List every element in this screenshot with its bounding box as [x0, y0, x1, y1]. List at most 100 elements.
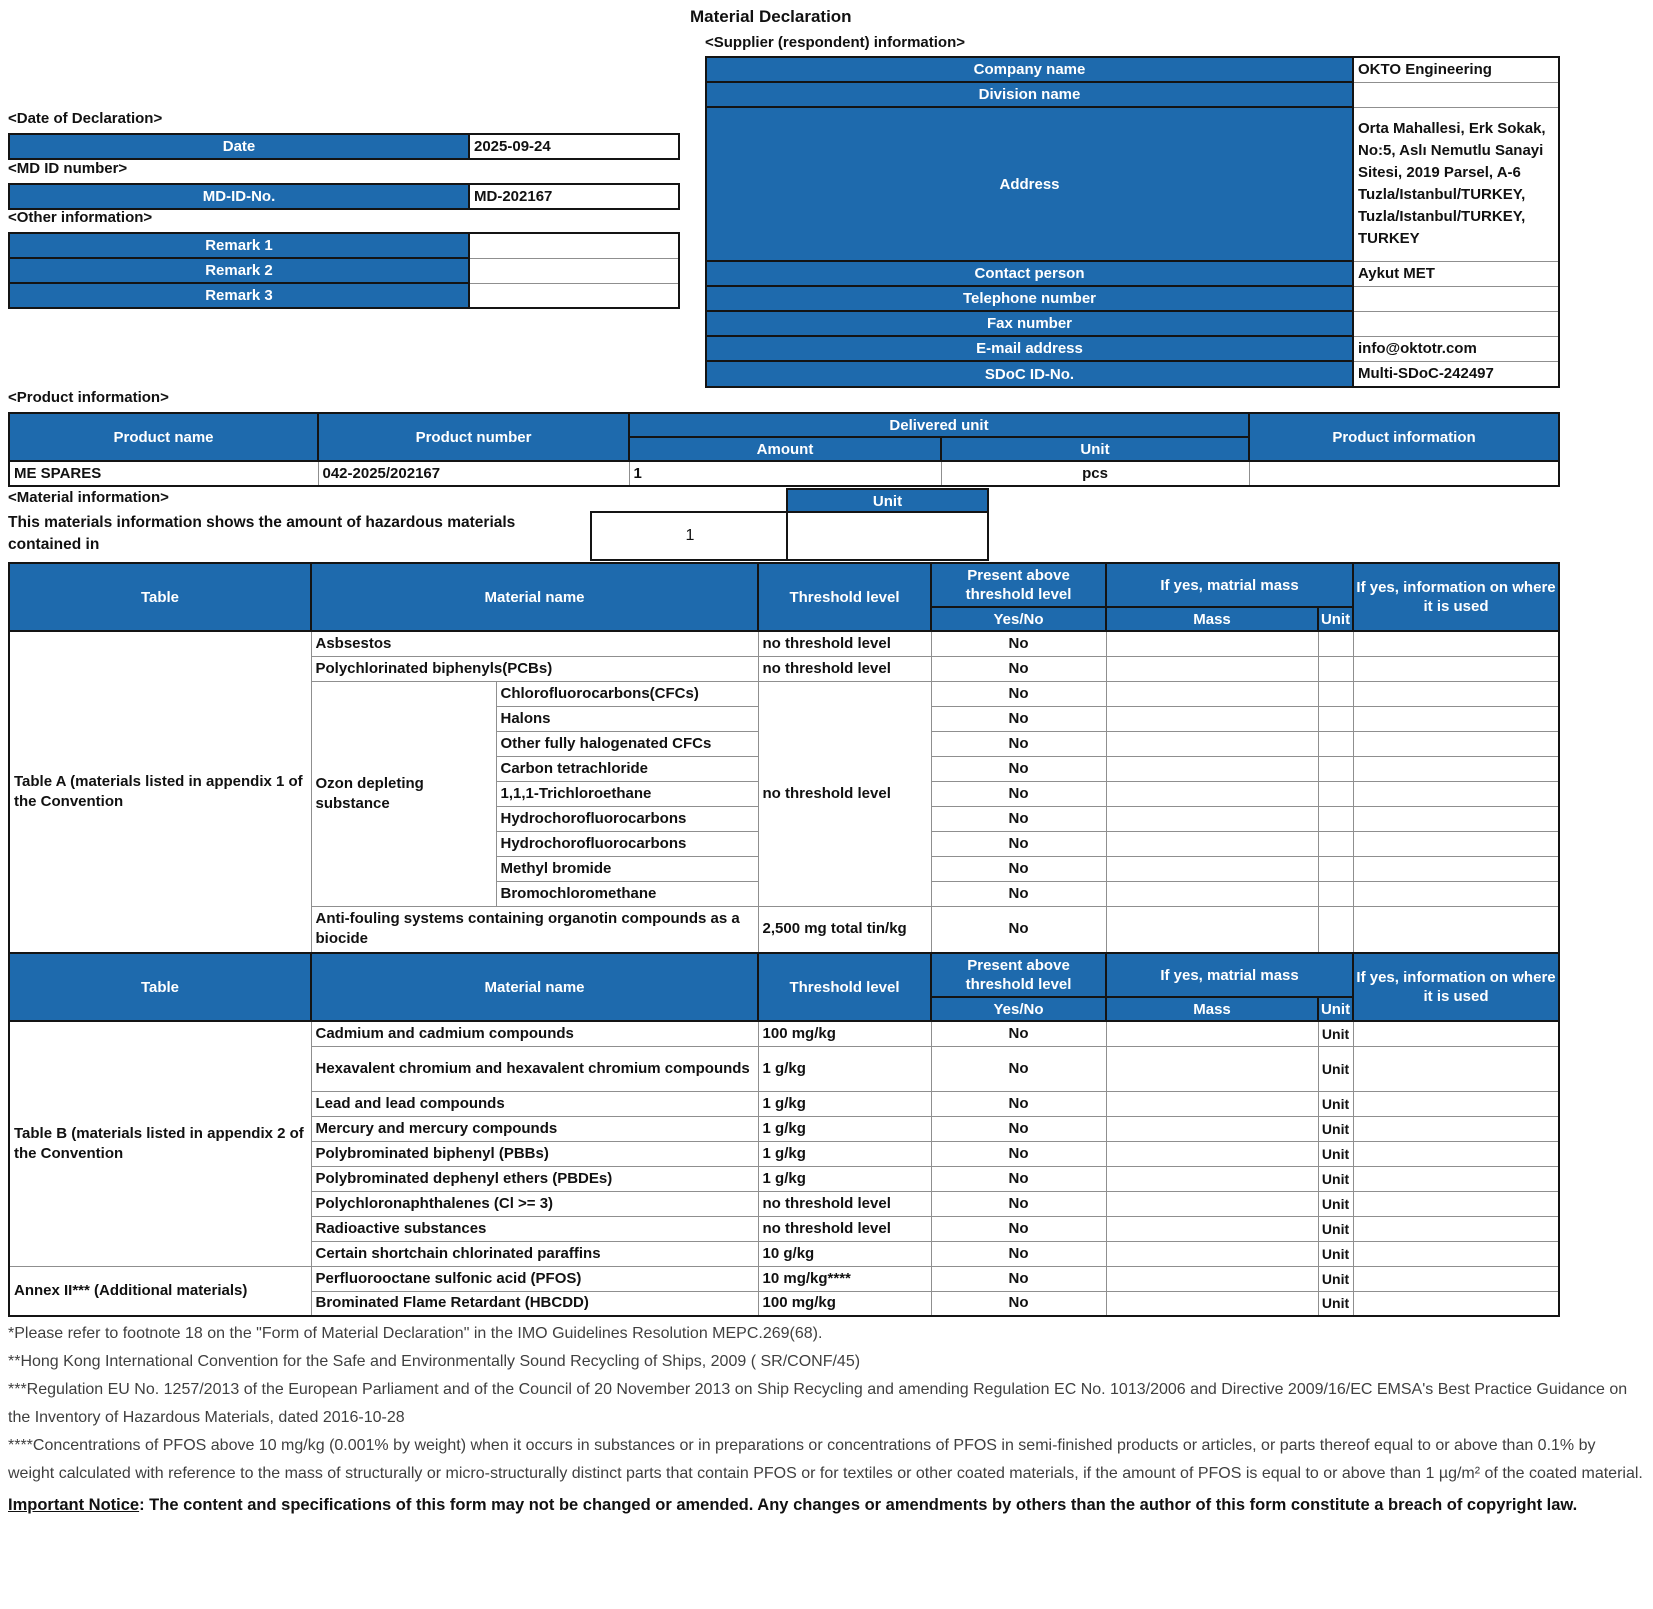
usedinfo-cell [1352, 1090, 1560, 1117]
date-section-heading: <Date of Declaration> [8, 110, 163, 127]
present-cell: No [930, 1290, 1107, 1317]
unit-cell [1317, 780, 1354, 807]
mass-cell [1105, 905, 1319, 954]
supplier-value: OKTO Engineering [1352, 56, 1560, 83]
present-cell: No [930, 655, 1107, 682]
table-b-label: Table B (materials listed in appendix 2 … [8, 1020, 312, 1267]
present-cell: No [930, 1090, 1107, 1117]
present-header: Present above threshold level [930, 952, 1108, 998]
material-cell: 1,1,1-Trichloroethane [495, 780, 759, 807]
mass-cell [1105, 705, 1319, 732]
md-section-heading: <MD ID number> [8, 160, 128, 177]
mass-cell [1105, 1190, 1319, 1217]
supplier-label: E-mail address [705, 335, 1354, 362]
present-cell: No [930, 755, 1107, 782]
threshold-header: Threshold level [757, 562, 933, 632]
remark-value [468, 232, 680, 259]
annex-label: Annex II*** (Additional materials) [8, 1265, 312, 1317]
supplier-label: Company name [705, 56, 1354, 83]
threshold-cell: no threshold level [757, 680, 932, 907]
page-title: Material Declaration [690, 7, 852, 26]
threshold-cell: 10 g/kg [757, 1240, 932, 1267]
unit-cell: Unit [1317, 1265, 1354, 1292]
material-cell: Perfluorooctane sulfonic acid (PFOS) [310, 1265, 759, 1292]
supplier-section-heading: <Supplier (respondent) information> [705, 34, 966, 51]
threshold-cell: 100 mg/kg [757, 1290, 932, 1317]
usedinfo-header: If yes, information on where it is used [1352, 562, 1561, 632]
unit-cell [1317, 905, 1354, 954]
present-cell: No [930, 905, 1107, 954]
usedinfo-cell [1352, 1140, 1560, 1167]
material-cell: Polychloronaphthalenes (Cl >= 3) [310, 1190, 759, 1217]
supplier-value: Aykut MET [1352, 260, 1560, 287]
supplier-label: Telephone number [705, 285, 1354, 312]
mass-cell [1105, 1020, 1319, 1047]
unit-cell [1317, 730, 1354, 757]
unit-cell: Unit [1317, 1045, 1354, 1092]
important-notice-label: Important Notice [8, 1496, 140, 1514]
material-cell: Bromochloromethane [495, 880, 759, 907]
usedinfo-cell [1352, 1045, 1560, 1092]
mass-cell [1105, 830, 1319, 857]
material-cell: Chlorofluorocarbons(CFCs) [495, 680, 759, 707]
amount-header: Amount [628, 436, 942, 462]
material-cell: Polychlorinated biphenyls(PCBs) [310, 655, 759, 682]
mass-cell [1105, 1165, 1319, 1192]
usedinfo-cell [1352, 855, 1560, 882]
mass-cell [1105, 755, 1319, 782]
present-cell: No [930, 1020, 1107, 1047]
material-section-heading: <Material information> [8, 489, 169, 506]
mass-cell [1105, 1265, 1319, 1292]
mass-group-header: If yes, matrial mass [1105, 562, 1355, 608]
usedinfo-cell [1352, 1265, 1560, 1292]
material-cell: Brominated Flame Retardant (HBCDD) [310, 1290, 759, 1317]
unit-cell [1317, 755, 1354, 782]
remark-label: Remark 3 [8, 282, 470, 309]
supplier-value: Multi-SDoC-242497 [1352, 360, 1560, 388]
material-unit-box [786, 511, 989, 561]
present-cell: No [930, 780, 1107, 807]
product-name-value: ME SPARES [8, 460, 319, 487]
threshold-cell: no threshold level [757, 630, 932, 657]
footnotes: *Please refer to footnote 18 on the "For… [8, 1320, 1646, 1520]
mass-cell [1105, 805, 1319, 832]
material-cell: Halons [495, 705, 759, 732]
product-section-heading: <Product information> [8, 389, 169, 406]
md-label: MD-ID-No. [8, 183, 470, 210]
material-cell: Lead and lead compounds [310, 1090, 759, 1117]
material-amount-box: 1 [590, 511, 790, 561]
table-col-header: Table [8, 562, 312, 632]
usedinfo-cell [1352, 705, 1560, 732]
unit-header: Unit [939, 436, 1251, 462]
material-cell: Hydrochorofluorocarbons [495, 805, 759, 832]
threshold-cell: 1 g/kg [757, 1140, 932, 1167]
supplier-value [1352, 310, 1560, 337]
product-name-header: Product name [8, 412, 319, 462]
mass-header: Mass [1105, 996, 1320, 1022]
threshold-cell: 1 g/kg [757, 1165, 932, 1192]
supplier-label: Division name [705, 81, 1354, 108]
table-col-header: Table [8, 952, 312, 1022]
usedinfo-cell [1352, 655, 1560, 682]
material-cell: Hydrochorofluorocarbons [495, 830, 759, 857]
material-unit-header: Unit [786, 488, 989, 515]
material-table-a: Table Material name Threshold level Pres… [8, 562, 1561, 954]
present-cell: No [930, 855, 1107, 882]
present-cell: No [930, 630, 1107, 657]
material-cell: Anti-fouling systems containing organoti… [310, 905, 759, 954]
remark-label: Remark 2 [8, 257, 470, 284]
supplier-label: Contact person [705, 260, 1354, 287]
threshold-cell: no threshold level [757, 1215, 932, 1242]
threshold-cell: 10 mg/kg**** [757, 1265, 932, 1292]
mass-cell [1105, 1115, 1319, 1142]
product-amount-value: 1 [628, 460, 942, 487]
yesno-header: Yes/No [930, 996, 1108, 1022]
unit-cell [1317, 805, 1354, 832]
usedinfo-cell [1352, 755, 1560, 782]
product-number-value: 042-2025/202167 [317, 460, 630, 487]
unit-cell: Unit [1317, 1165, 1354, 1192]
other-section-heading: <Other information> [8, 209, 153, 226]
unit-cell [1317, 830, 1354, 857]
unit-cell: Unit [1317, 1215, 1354, 1242]
unit-cell [1317, 655, 1354, 682]
